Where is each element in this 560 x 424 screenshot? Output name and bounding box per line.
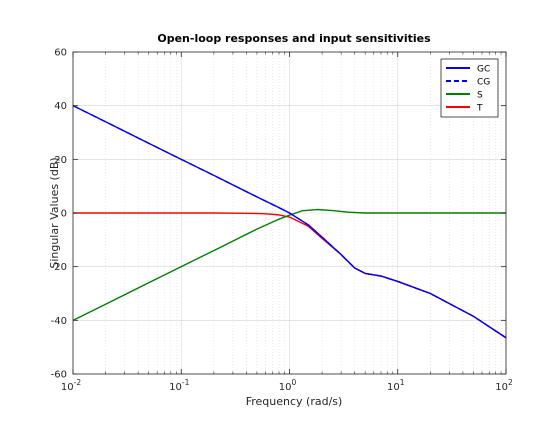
tick-labels: 10-2 10-1 100 101 102 60 40 20 0 -20 -40 -60 [51,48,513,394]
x-tick-label: 100 [279,378,297,393]
y-tick-label: 0 [61,209,67,220]
chart-title: Open-loop responses and input sensitivit… [157,32,431,45]
legend-label-gc: GC [477,65,490,75]
series-line-gc [72,105,507,339]
y-tick-label: -40 [51,316,67,327]
x-tick-label: 10-2 [61,378,81,393]
series-layer [72,105,507,339]
legend-label-t: T [476,104,483,114]
legend: GC CG ST [440,58,499,118]
y-axis-label: Singular Values (dB) [48,157,61,268]
axis-ticks [72,51,507,375]
y-tick-label: 60 [54,48,67,59]
x-axis-label: Frequency (rad/s) [246,395,343,408]
y-tick-label: 20 [54,155,67,166]
y-tick-label: 40 [54,101,67,112]
legend-label-s: S [477,91,483,101]
y-tick-label: -20 [51,262,67,273]
x-tick-label: 101 [387,378,405,393]
series-line-s [72,208,506,321]
x-tick-label: 102 [495,378,513,393]
legend-label-cg: CG [477,78,490,88]
x-tick-label: 10-1 [169,378,189,393]
y-tick-label: -60 [51,370,67,381]
